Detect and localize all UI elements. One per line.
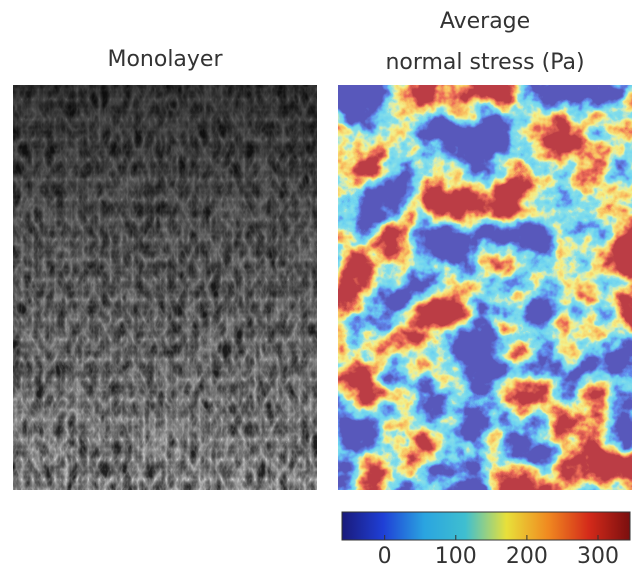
cell-texture — [13, 85, 317, 490]
stress-map — [338, 85, 632, 490]
colorbar: 0 100 200 300 — [342, 512, 630, 569]
figure: Monolayer Average normal stress (Pa) 0 10… — [0, 0, 634, 572]
tick-label: 200 — [506, 544, 548, 569]
panel-title: Monolayer — [107, 47, 223, 72]
panel-title: Average — [440, 9, 530, 34]
colorbar-scale — [342, 512, 630, 540]
tick-label: 300 — [577, 544, 619, 569]
stress-panel: Average normal stress (Pa) — [338, 9, 632, 490]
tick-label: 0 — [378, 544, 392, 569]
tick-label: 100 — [435, 544, 477, 569]
monolayer-panel: Monolayer — [13, 47, 317, 490]
panel-title: normal stress (Pa) — [385, 50, 584, 75]
